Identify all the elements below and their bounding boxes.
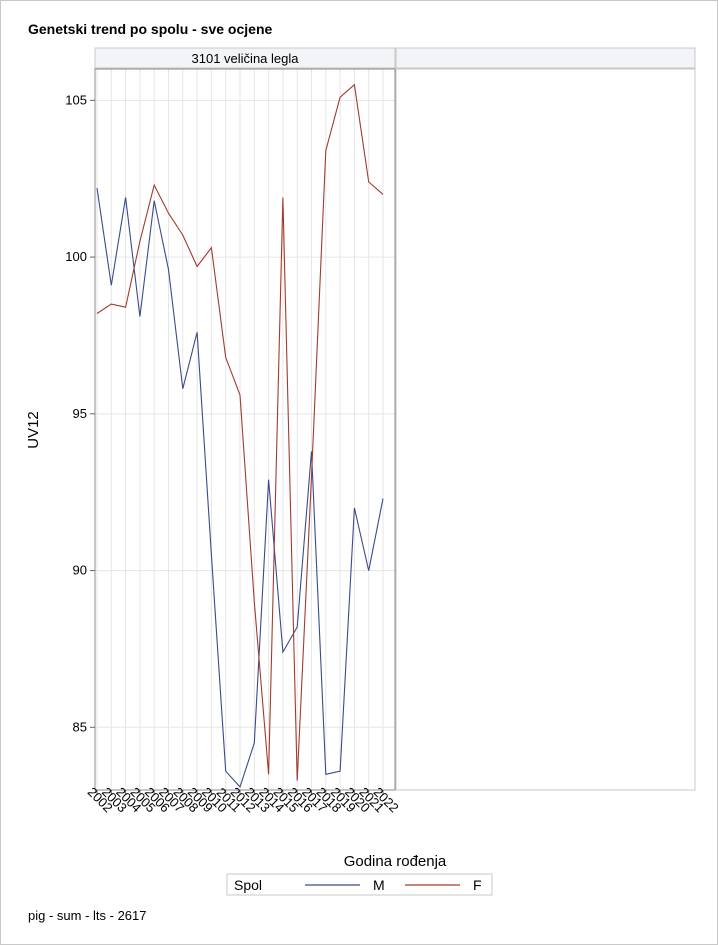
- y-tick-label: 85: [73, 719, 87, 734]
- panel-label: 3101 veličina legla: [192, 51, 300, 66]
- legend-title: Spol: [234, 877, 262, 893]
- y-axis: 85 90 95 100 105: [65, 92, 95, 734]
- y-axis-title: UV12: [25, 411, 42, 449]
- y-tick-label: 100: [65, 249, 87, 264]
- footnote: pig - sum - lts - 2617: [28, 908, 147, 923]
- series-line-M: [96, 188, 384, 788]
- y-tick-label: 90: [73, 563, 87, 578]
- chart-title: Genetski trend po spolu - sve ocjene: [28, 21, 273, 37]
- plot-area: [94, 68, 396, 791]
- y-tick-label: 95: [73, 406, 87, 421]
- grid: [95, 69, 395, 790]
- series-lines: [96, 83, 384, 788]
- y-tick-label: 105: [65, 92, 87, 107]
- x-axis: 2002200320042005200620072008200920102011…: [85, 784, 402, 815]
- panel-header-right: [395, 47, 696, 69]
- legend-label-F: F: [473, 877, 482, 893]
- series-line-F: [96, 83, 384, 781]
- empty-panel: [395, 68, 696, 791]
- legend-label-M: M: [373, 877, 385, 893]
- panel-header-left: [94, 47, 396, 69]
- x-axis-title: Godina rođenja: [344, 853, 447, 870]
